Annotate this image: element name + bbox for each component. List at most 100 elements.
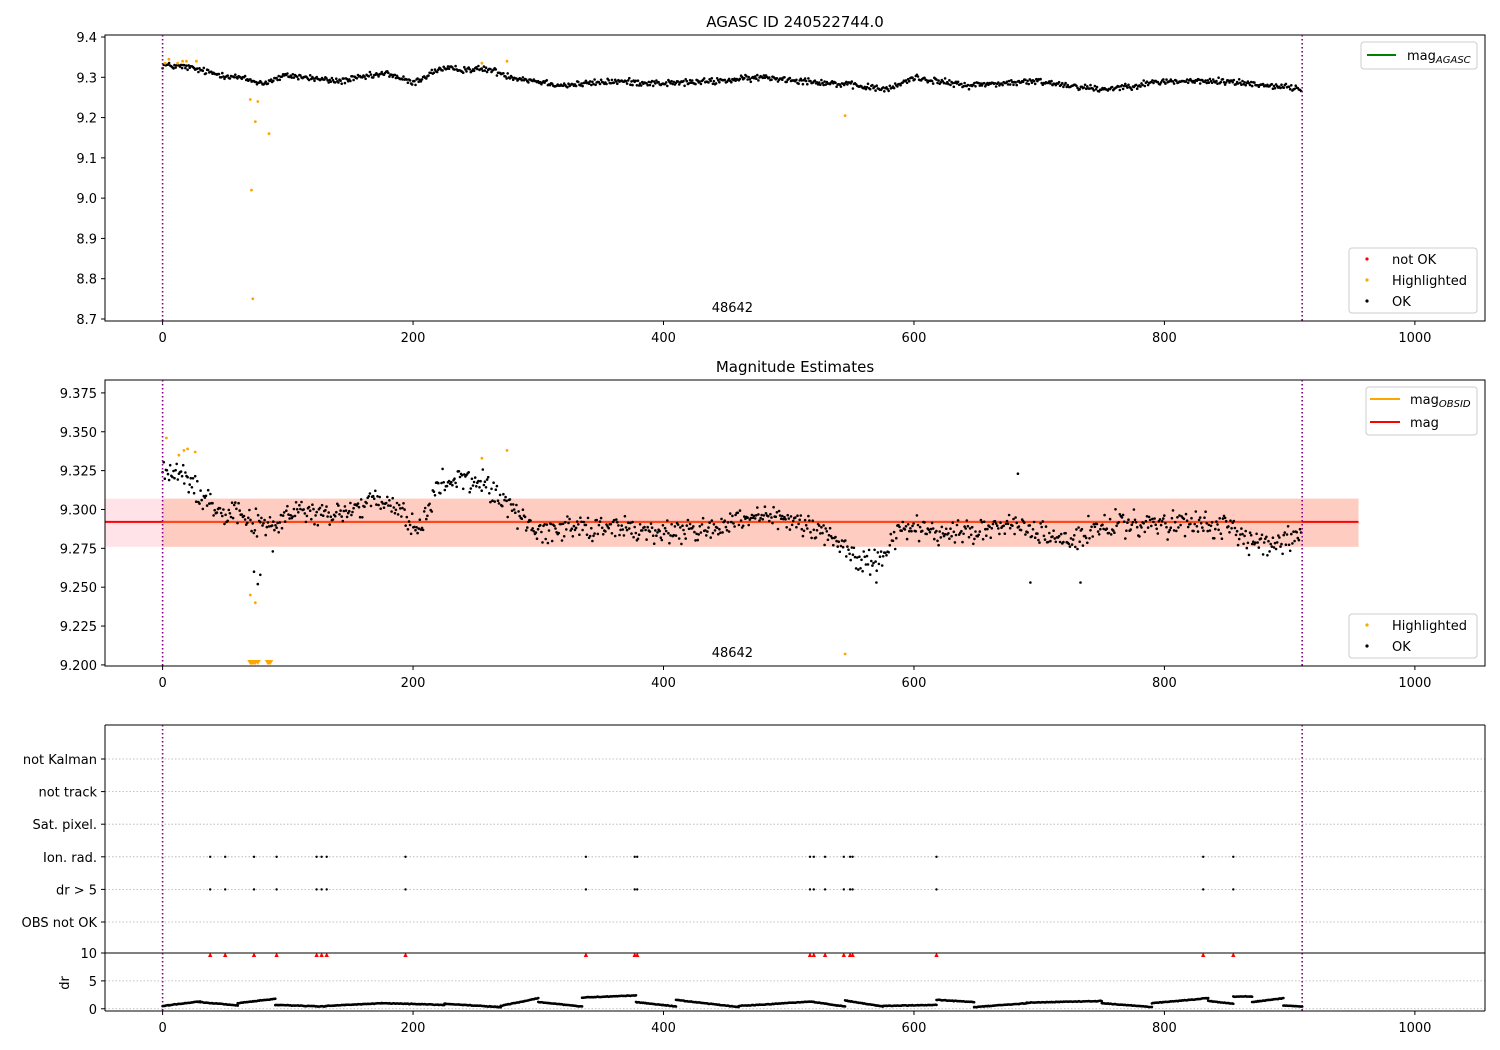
ok-point: [664, 529, 668, 533]
ok-point: [908, 79, 911, 83]
ok-point: [1011, 524, 1014, 527]
ok-point: [663, 526, 667, 530]
ok-point: [1064, 81, 1067, 85]
ok-point: [395, 501, 399, 505]
ok-point: [970, 525, 974, 529]
ok-point: [581, 84, 584, 88]
ok-point: [482, 483, 486, 487]
ok-point: [217, 72, 221, 76]
ok-point: [388, 75, 391, 78]
ok-point: [414, 83, 417, 87]
flag-point: [812, 888, 815, 891]
ok-point: [776, 527, 780, 531]
dr-over-limit-marker: [251, 952, 257, 957]
ok-point: [567, 521, 570, 525]
ok-point: [974, 530, 977, 533]
ok-point: [592, 82, 595, 86]
ok-point: [667, 531, 670, 535]
ok-point: [299, 74, 302, 77]
ok-point: [828, 526, 832, 530]
flag-point: [823, 855, 827, 858]
ok-point: [1014, 516, 1017, 519]
ok-point: [1008, 526, 1012, 530]
ok-point: [889, 532, 893, 536]
ok-point: [390, 73, 393, 76]
ok-point: [802, 529, 806, 533]
legend-box: [1348, 613, 1478, 659]
ok-point: [219, 511, 223, 515]
ok-point: [1176, 516, 1179, 519]
ok-point: [350, 513, 353, 517]
ok-point: [1059, 532, 1063, 536]
ok-point: [764, 512, 768, 515]
ok-point: [346, 511, 350, 515]
ok-point: [617, 524, 620, 527]
flag-point: [1202, 888, 1205, 891]
ok-point: [472, 480, 476, 484]
ok-point: [1207, 81, 1211, 84]
ok-point: [394, 508, 398, 512]
ok-point: [486, 475, 490, 479]
ok-point: [1166, 538, 1169, 541]
ok-point: [1141, 83, 1144, 87]
dr-point: [1150, 1005, 1154, 1009]
ok-point: [873, 85, 876, 88]
ok-point: [965, 519, 969, 522]
ok-point: [855, 556, 859, 559]
flag-point: [636, 855, 639, 858]
ok-point: [505, 499, 508, 503]
ok-point: [700, 523, 704, 526]
ok-point: [900, 529, 903, 532]
ok-point: [1051, 535, 1054, 538]
highlighted-point: [248, 593, 252, 597]
ok-point: [845, 555, 848, 558]
legend-marker: [1365, 623, 1369, 627]
ok-point: [289, 74, 293, 77]
ok-point: [876, 551, 880, 554]
ok-point: [1201, 526, 1204, 529]
ok-point: [647, 80, 651, 84]
ok-point: [1075, 84, 1078, 88]
ok-point: [278, 78, 282, 82]
ok-point: [918, 525, 922, 529]
ok-point: [744, 517, 747, 521]
ok-point: [885, 554, 888, 557]
ok-point: [821, 81, 824, 85]
agasc-panel-ytick-label: 9.3: [76, 71, 97, 86]
legend-label: OK: [1392, 640, 1411, 655]
ok-point: [784, 518, 787, 521]
ok-point: [184, 66, 187, 70]
ok-point: [213, 508, 216, 512]
ok-point: [1196, 530, 1200, 533]
ok-point: [1198, 82, 1202, 85]
ok-point: [960, 82, 963, 86]
ok-point: [224, 513, 227, 517]
ok-point: [686, 518, 690, 522]
ok-point: [331, 78, 335, 82]
ok-point: [933, 537, 936, 541]
ok-point: [1134, 521, 1138, 524]
ok-point: [807, 514, 810, 518]
ok-point: [292, 507, 296, 511]
ok-point: [666, 519, 669, 522]
ok-point: [960, 529, 963, 533]
ok-point: [652, 80, 656, 83]
ok-point: [1083, 83, 1087, 87]
ok-point: [341, 519, 345, 523]
ok-point: [1041, 520, 1045, 523]
highlighted-point: [480, 61, 484, 65]
ok-point: [1240, 527, 1243, 530]
ok-point: [752, 514, 756, 518]
ok-point: [820, 526, 823, 529]
flag-point: [315, 888, 318, 891]
ok-point: [624, 526, 628, 529]
ok-point: [916, 75, 920, 78]
ok-point: [1268, 550, 1271, 553]
ok-point: [483, 480, 487, 484]
ok-point: [670, 79, 673, 83]
ok-point: [410, 512, 414, 515]
ok-point: [930, 521, 934, 525]
ok-point: [849, 558, 852, 562]
